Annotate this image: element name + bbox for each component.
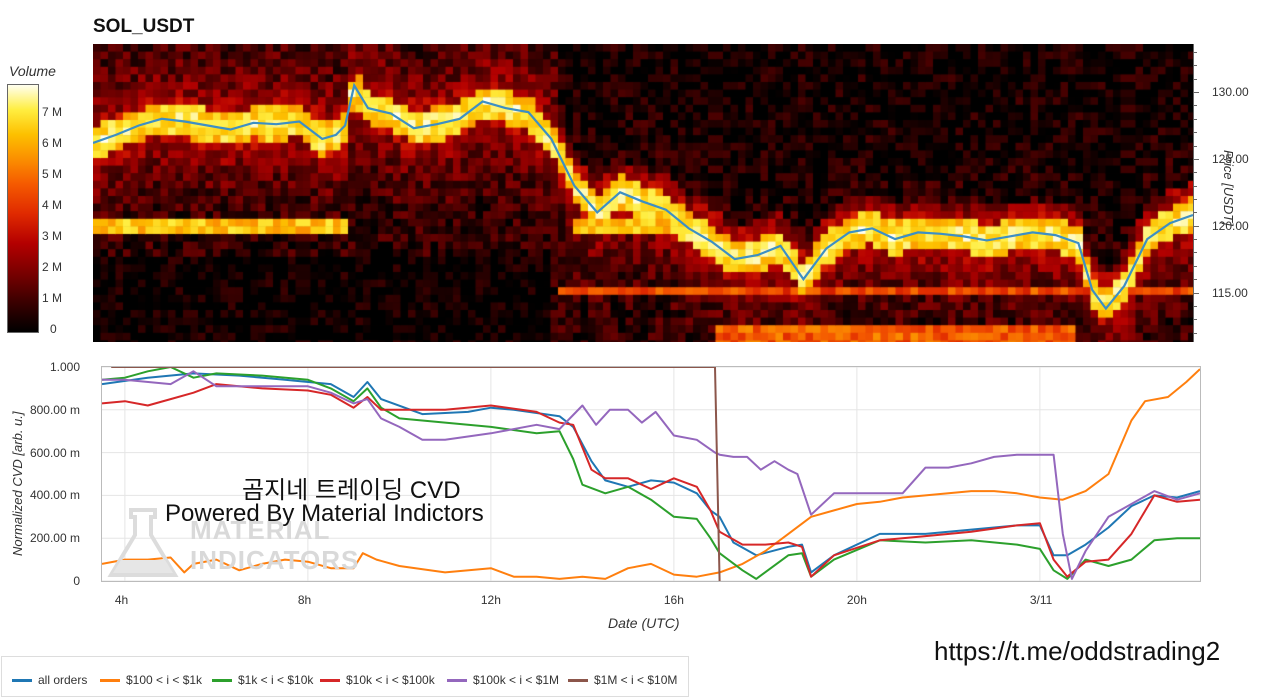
legend-item[interactable]: $1M < i < $10M bbox=[568, 673, 677, 687]
legend-swatch bbox=[12, 679, 32, 683]
price-minor-tick bbox=[1194, 145, 1197, 147]
legend-item[interactable]: $1k < i < $10k bbox=[212, 673, 313, 687]
price-axis bbox=[1193, 44, 1194, 342]
legend-item[interactable]: all orders bbox=[12, 673, 87, 687]
price-tick-label: 120.00 bbox=[1212, 218, 1249, 233]
price-minor-tick bbox=[1194, 265, 1197, 267]
price-tick-label: 125.00 bbox=[1212, 151, 1249, 166]
cvd-y-tick-label: 800.00 m bbox=[29, 402, 80, 417]
cvd-series-line-3 bbox=[101, 383, 1201, 578]
price-minor-tick bbox=[1194, 199, 1197, 200]
legend-label: $100k < i < $1M bbox=[473, 673, 560, 687]
cvd-x-tick-label: 4h bbox=[114, 593, 129, 607]
watermark-logo-text-2: INDICATORS bbox=[190, 545, 360, 575]
colorbar-tick-label: 3 M bbox=[42, 229, 63, 243]
cvd-y-tick-label: 400.00 m bbox=[29, 488, 80, 503]
material-indicators-logo-icon bbox=[107, 508, 179, 577]
legend-swatch bbox=[447, 679, 467, 683]
cvd-series-line-1 bbox=[101, 368, 1201, 580]
colorbar-tick-label: 4 M bbox=[42, 198, 63, 212]
price-line bbox=[93, 82, 1193, 311]
price-minor-tick bbox=[1194, 279, 1197, 281]
price-minor-tick bbox=[1194, 52, 1197, 54]
legend-swatch bbox=[100, 679, 120, 683]
cvd-series-line-0 bbox=[101, 372, 1201, 574]
legend-swatch bbox=[320, 679, 340, 683]
price-tick bbox=[1194, 292, 1199, 294]
x-axis-title: Date (UTC) bbox=[608, 615, 680, 631]
price-minor-tick bbox=[1194, 185, 1197, 187]
cvd-panel bbox=[101, 366, 1201, 582]
cvd-series-line-2 bbox=[101, 366, 1200, 580]
cvd-series-line-5 bbox=[111, 366, 721, 582]
legend-swatch bbox=[212, 679, 232, 683]
cvd-x-tick-label: 20h bbox=[846, 593, 867, 607]
cvd-series-line-4 bbox=[102, 370, 1201, 580]
watermark-logo-text-1: MATERIAL bbox=[190, 515, 331, 545]
price-minor-tick bbox=[1194, 212, 1197, 214]
colorbar-tick-label: 7 M bbox=[42, 105, 63, 119]
colorbar-tick-label: 2 M bbox=[42, 260, 63, 274]
heatmap-panel bbox=[93, 44, 1193, 342]
cvd-x-tick-label: 8h bbox=[297, 593, 312, 607]
colorbar-label: Volume bbox=[9, 63, 56, 79]
colorbar-tick-label: 5 M bbox=[42, 167, 63, 181]
colorbar-tick-label: 6 M bbox=[42, 136, 63, 150]
cvd-x-tick-label: 16h bbox=[663, 593, 684, 607]
legend-item[interactable]: $100 < i < $1k bbox=[100, 673, 202, 687]
price-line-layer bbox=[93, 82, 1193, 311]
price-minor-tick bbox=[1194, 78, 1197, 80]
price-minor-tick bbox=[1194, 118, 1197, 120]
price-minor-tick bbox=[1194, 319, 1197, 321]
price-minor-tick bbox=[1194, 132, 1197, 134]
cvd-plot bbox=[101, 366, 1201, 582]
orderbook-heatmap bbox=[93, 44, 1193, 342]
legend-label: $10k < i < $100k bbox=[346, 673, 435, 687]
price-minor-tick bbox=[1194, 65, 1197, 67]
cvd-y-tick-label: 600.00 m bbox=[29, 445, 80, 460]
price-minor-tick bbox=[1194, 332, 1197, 334]
legend-label: $1M < i < $10M bbox=[594, 673, 678, 687]
price-minor-tick bbox=[1194, 239, 1197, 241]
price-tick bbox=[1194, 158, 1199, 160]
price-tick bbox=[1194, 92, 1199, 94]
legend-label: all orders bbox=[38, 673, 88, 687]
watermark-title: 곰지네 트레이딩 CVD bbox=[242, 477, 461, 504]
price-minor-tick bbox=[1194, 305, 1197, 307]
legend-label: $1k < i < $10k bbox=[238, 673, 314, 687]
legend-item[interactable]: $10k < i < $100k bbox=[320, 673, 435, 687]
price-minor-tick bbox=[1194, 172, 1197, 174]
legend-swatch bbox=[568, 679, 588, 683]
watermark-subtitle: Powered By Material Indictors bbox=[165, 500, 484, 527]
cvd-x-tick-label: 3/11 bbox=[1029, 593, 1053, 607]
telegram-link[interactable]: https://t.me/oddstrading2 bbox=[934, 636, 1221, 666]
colorbar-tick-label: 1 M bbox=[42, 291, 63, 305]
chart-title: SOL_USDT bbox=[93, 16, 195, 37]
cvd-y-tick-label: 1.000 bbox=[49, 360, 80, 374]
legend-label: $100 < i < $1k bbox=[126, 673, 203, 687]
legend-item[interactable]: $100k < i < $1M bbox=[447, 673, 559, 687]
cvd-y-tick-label: 0 bbox=[73, 574, 80, 588]
cvd-y-tick-label: 200.00 m bbox=[29, 531, 80, 546]
price-minor-tick bbox=[1194, 252, 1197, 254]
price-axis-title: Price [USDT] bbox=[1221, 150, 1236, 226]
legend: all orders $100 < i < $1k $1k < i < $10k $1… bbox=[1, 656, 689, 697]
price-tick-label: 130.00 bbox=[1212, 85, 1249, 100]
price-tick-label: 115.00 bbox=[1212, 285, 1248, 300]
colorbar-tick-label: 0 bbox=[50, 322, 57, 336]
colorbar bbox=[7, 84, 39, 333]
cvd-x-tick-label: 12h bbox=[480, 593, 501, 607]
price-tick bbox=[1194, 225, 1199, 227]
price-minor-tick bbox=[1194, 105, 1197, 107]
cvd-y-axis-title: Normalized CVD [arb. u.] bbox=[10, 411, 25, 557]
